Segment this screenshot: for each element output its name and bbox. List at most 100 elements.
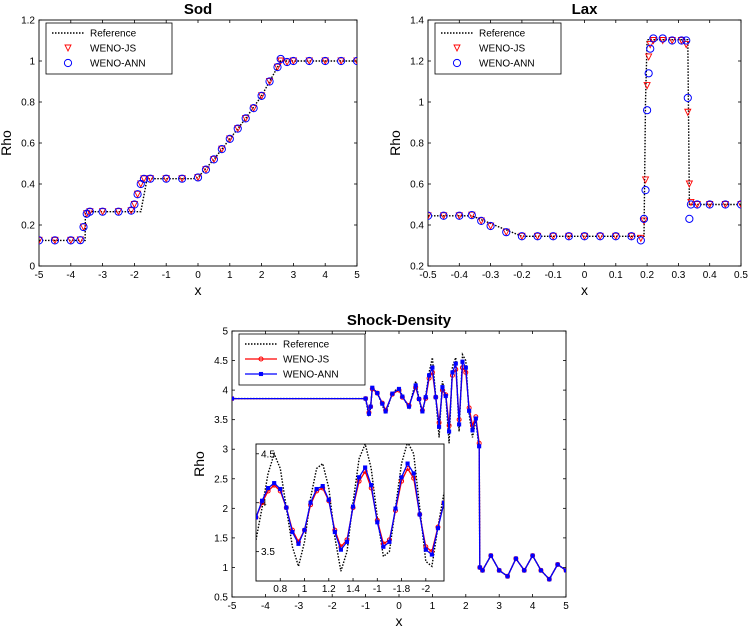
data-point-weno-ann	[369, 483, 374, 488]
data-point-weno-js	[218, 145, 226, 154]
data-point-weno-js	[486, 222, 495, 231]
x-tick-label: -4	[66, 270, 75, 281]
legend-label-reference: Reference	[90, 29, 137, 40]
data-point-weno-ann	[420, 409, 425, 414]
data-point-weno-ann	[308, 500, 313, 505]
data-point-weno-js	[687, 198, 695, 207]
y-tick-label: 1.4	[410, 16, 424, 27]
x-tick-label: -0.4	[451, 270, 469, 281]
data-point-weno-ann	[209, 155, 218, 164]
data-point-weno-ann	[423, 547, 428, 552]
data-point-weno-ann	[282, 57, 292, 67]
series-line-reference	[39, 60, 357, 242]
data-point-weno-ann	[232, 396, 235, 401]
inset-x-tick-label: 1.4	[346, 584, 360, 595]
data-point-weno-ann	[405, 461, 410, 466]
data-point-weno-ann	[357, 475, 362, 480]
data-point-weno-ann	[400, 394, 405, 399]
data-point-weno-ann	[513, 556, 518, 561]
data-point-weno-js	[705, 201, 714, 209]
y-tick-label: 1.5	[214, 533, 228, 544]
x-axis-label: x	[396, 613, 403, 627]
y-tick-label: 0	[29, 262, 35, 273]
data-point-weno-ann	[272, 481, 277, 486]
data-point-weno-ann	[296, 541, 301, 546]
data-point-weno-js	[668, 37, 676, 45]
data-point-weno-ann	[273, 63, 282, 72]
x-axis-label: x	[195, 282, 202, 298]
data-point-weno-ann	[538, 568, 544, 573]
y-tick-label: 0.2	[21, 221, 35, 232]
data-point-weno-js	[257, 92, 266, 100]
data-point-weno-ann	[440, 385, 445, 390]
data-point-weno-ann	[344, 539, 350, 544]
data-point-weno-ann	[256, 515, 259, 520]
data-point-weno-ann	[677, 36, 686, 45]
data-point-weno-ann	[416, 396, 422, 402]
x-tick-label: 0.2	[640, 270, 654, 281]
x-tick-label: -1	[361, 601, 370, 612]
data-point-weno-ann	[265, 77, 274, 86]
data-point-weno-ann	[533, 232, 542, 241]
y-tick-label: 0.6	[21, 139, 35, 150]
data-point-weno-ann	[736, 200, 741, 209]
legend-marker-weno-ann	[63, 58, 73, 68]
data-point-weno-ann	[39, 236, 44, 245]
x-tick-label: 0	[396, 601, 402, 612]
data-point-weno-ann	[366, 411, 371, 416]
data-point-weno-js	[289, 57, 298, 66]
x-tick-label: 2	[259, 270, 265, 281]
data-point-weno-ann	[352, 56, 357, 66]
data-point-weno-ann	[460, 359, 465, 364]
chart-shock-density: -5 -4 -3 -2 -1 0 1 2 3 4 5 0.5 1 1.5 2 2.5 3 3.5 4 4.5 5 Shoc…	[191, 312, 569, 627]
data-point-weno-js	[234, 125, 242, 133]
data-point-weno-ann	[332, 530, 337, 535]
data-point-weno-ann	[411, 471, 416, 476]
data-point-weno-ann	[193, 173, 203, 182]
data-point-weno-js	[39, 236, 43, 245]
x-tick-label: 2	[463, 601, 469, 612]
y-axis-label: Rho	[0, 130, 14, 156]
y-tick-label: 0.4	[410, 221, 424, 232]
x-tick-label: -2	[130, 270, 139, 281]
data-point-weno-ann	[225, 134, 234, 143]
legend-marker-weno-js	[64, 44, 72, 53]
data-point-weno-ann	[463, 365, 468, 370]
data-point-weno-ann	[641, 186, 650, 195]
y-tick-label: 2.5	[214, 474, 228, 485]
data-point-weno-js	[305, 57, 314, 66]
data-point-weno-ann	[326, 497, 331, 502]
inset-chart: 0.8 1 1.2 1.4 -1 -1.8 -23.544.5	[255, 443, 445, 595]
data-point-weno-js	[226, 135, 234, 143]
data-point-weno-ann	[555, 562, 560, 567]
data-point-weno-js	[612, 232, 620, 241]
data-point-weno-js	[178, 175, 186, 183]
data-point-weno-js	[693, 201, 701, 209]
y-tick-label: 1	[29, 57, 35, 68]
data-point-weno-js	[140, 175, 148, 183]
x-axis-label: x	[581, 282, 588, 298]
data-point-weno-ann	[289, 56, 298, 66]
data-point-weno-ann	[338, 547, 343, 552]
data-point-weno-ann	[639, 214, 649, 223]
y-tick-label: 3	[222, 445, 228, 456]
inset-x-tick-label: -1	[373, 584, 382, 595]
data-point-weno-ann	[643, 106, 652, 115]
data-point-weno-js	[276, 57, 285, 66]
x-tick-label: 0.4	[703, 270, 717, 281]
y-tick-label: 0.8	[410, 139, 424, 150]
data-point-weno-js	[502, 228, 510, 237]
data-point-weno-ann	[302, 528, 307, 533]
x-tick-label: 5	[563, 601, 569, 612]
legend-label-weno-js: WENO-JS	[479, 44, 525, 55]
data-point-weno-ann	[705, 200, 714, 209]
x-tick-label: -1	[162, 270, 171, 281]
data-point-weno-ann	[611, 232, 620, 241]
data-point-weno-ann	[547, 577, 552, 582]
y-tick-label: 1	[222, 563, 228, 574]
data-point-weno-js	[439, 212, 448, 220]
chart-title: Sod	[184, 1, 212, 18]
data-point-weno-js	[737, 201, 741, 209]
x-tick-label: 1	[227, 270, 233, 281]
